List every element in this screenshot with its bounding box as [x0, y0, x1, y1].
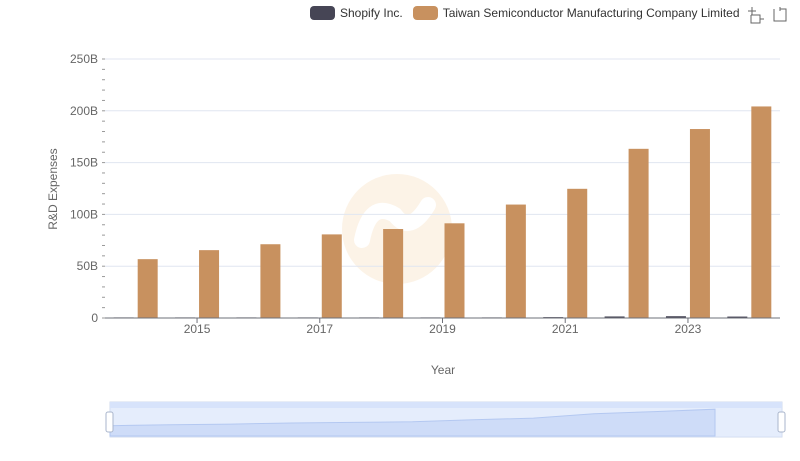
bar-tsmc-2016[interactable] [260, 244, 281, 318]
zoom-handle-left[interactable] [105, 411, 114, 433]
x-axis-label: Year [431, 363, 455, 377]
x-tick-label: 2023 [675, 322, 702, 336]
bar-tsmc-2015[interactable] [199, 250, 220, 318]
data-zoom-slider[interactable] [105, 401, 786, 438]
y-tick-label: 50B [77, 259, 98, 273]
y-tick-label: 200B [70, 104, 98, 118]
legend-swatch-shopify [310, 6, 335, 20]
bar-shopify-2024[interactable] [727, 316, 748, 318]
axes: 0 50B 100B 150B 200B 250B 2015 2017 2019 2021 2023 [70, 52, 780, 336]
bar-shopify-2023[interactable] [665, 316, 686, 318]
bar-tsmc-2020[interactable] [505, 204, 526, 318]
legend-swatch-tsmc [412, 6, 438, 20]
legend-item-tsmc[interactable]: Taiwan Semiconductor Manufacturing Compa… [412, 6, 740, 20]
bar-shopify-2022[interactable] [604, 316, 625, 318]
x-tick-label: 2015 [184, 322, 211, 336]
x-tick-label: 2017 [306, 322, 333, 336]
watermark-logo [342, 174, 452, 284]
y-tick-label: 250B [70, 52, 98, 66]
bar-tsmc-2018[interactable] [383, 229, 404, 318]
legend-label-tsmc: Taiwan Semiconductor Manufacturing Compa… [442, 6, 740, 20]
x-tick-label: 2019 [429, 322, 456, 336]
bar-tsmc-2019[interactable] [444, 223, 465, 318]
y-tick-label: 100B [70, 207, 98, 221]
bar-tsmc-2017[interactable] [321, 234, 342, 318]
legend-label-shopify: Shopify Inc. [340, 6, 403, 20]
x-tick-label: 2021 [552, 322, 579, 336]
bar-tsmc-2023[interactable] [689, 129, 710, 318]
legend: Shopify Inc. Taiwan Semiconductor Manufa… [310, 4, 750, 22]
restore-icon[interactable] [771, 6, 789, 24]
y-tick-label: 150B [70, 156, 98, 170]
toolbox [747, 6, 789, 24]
y-axis-label: R&D Expenses [46, 148, 60, 229]
zoom-handle-right[interactable] [777, 411, 786, 433]
bar-tsmc-2014[interactable] [137, 259, 158, 318]
zoom-move-bar[interactable] [110, 402, 782, 408]
bars [113, 106, 772, 319]
zoom-icon[interactable] [747, 6, 765, 24]
bar-tsmc-2021[interactable] [567, 188, 588, 318]
legend-item-shopify[interactable]: Shopify Inc. [310, 6, 403, 20]
bar-tsmc-2024[interactable] [751, 106, 772, 319]
bar-tsmc-2022[interactable] [628, 148, 649, 318]
y-tick-label: 0 [91, 311, 98, 325]
zoom-preview-area [109, 408, 716, 437]
